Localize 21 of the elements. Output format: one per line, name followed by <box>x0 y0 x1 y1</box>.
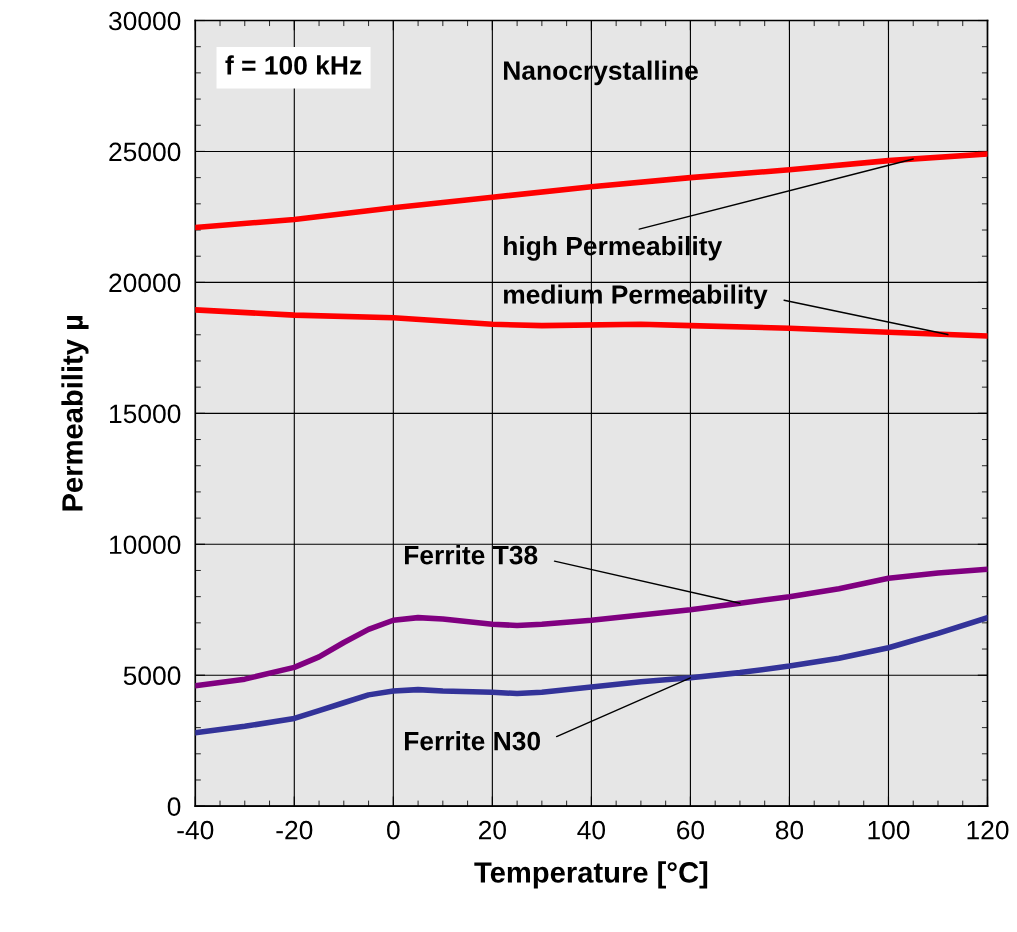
y-tick-label: 5000 <box>123 666 181 686</box>
series-label: Ferrite N30 <box>404 731 541 751</box>
y-tick-label: 30000 <box>109 11 181 31</box>
x-tick-label: 0 <box>387 820 400 840</box>
x-tick-label: 20 <box>479 820 506 840</box>
text: Ferrite T38 <box>404 545 538 565</box>
x-axis-title: Temperature [°C] <box>474 861 708 889</box>
x-tick-label: 60 <box>677 820 705 840</box>
x-tick-label: 40 <box>577 820 606 840</box>
y-tick-label: 10000 <box>110 535 181 555</box>
y-tick-label: 0 <box>167 797 181 816</box>
x-tick-label: 120 <box>967 820 1009 840</box>
y-tick-label: 15000 <box>110 404 181 424</box>
x-tick-label: -20 <box>276 820 313 840</box>
y-axis-title: Permeability µ <box>61 315 89 511</box>
x-tick-label: 80 <box>775 820 804 840</box>
x-tick-label: -40 <box>177 820 214 840</box>
annotation: f = 100 kHz <box>225 55 362 75</box>
y-tick-label: 20000 <box>109 273 181 293</box>
x-tick-label: 100 <box>868 820 910 840</box>
y-tick-label: 25000 <box>109 142 181 162</box>
